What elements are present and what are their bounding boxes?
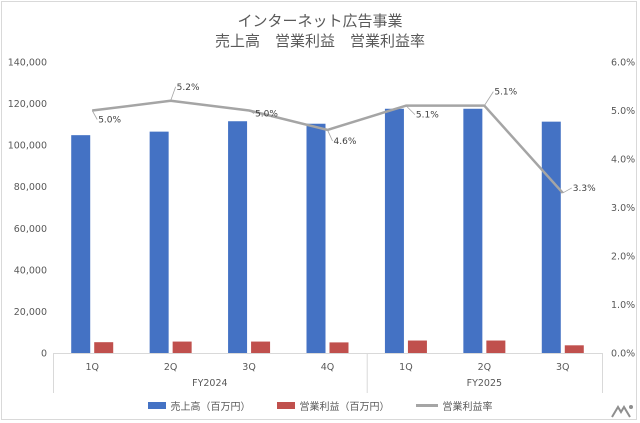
y-tick-label: 40,000 xyxy=(14,265,47,276)
y-tick-label: 0 xyxy=(41,349,47,360)
data-label-leader xyxy=(405,105,416,115)
data-label-leader xyxy=(484,91,494,106)
data-label-operating-margin: 5.2% xyxy=(177,83,200,93)
legend-swatch-operating-profit xyxy=(276,402,295,409)
bar-operating-profit xyxy=(564,345,584,353)
bar-revenue xyxy=(463,108,483,354)
legend-swatch-revenue xyxy=(147,402,166,409)
legend-label-revenue: 売上高（百万円） xyxy=(170,402,251,413)
bar-operating-profit xyxy=(172,341,192,353)
data-label-leader xyxy=(562,187,572,194)
bar-operating-profit xyxy=(251,341,271,353)
x-tick-label: 1Q xyxy=(399,362,413,373)
data-label-operating-margin: 5.1% xyxy=(416,111,439,121)
x-tick-label: 4Q xyxy=(321,362,335,373)
y-tick-label: 140,000 xyxy=(8,58,47,69)
legend-label-operating-profit: 営業利益（百万円） xyxy=(299,402,390,413)
bar-revenue xyxy=(149,131,169,353)
data-label-operating-margin: 5.1% xyxy=(494,88,517,98)
x-tick-label: 3Q xyxy=(242,362,256,373)
y-tick-label: 120,000 xyxy=(8,99,47,110)
chart-title: インターネット広告事業 xyxy=(237,12,403,30)
bar-operating-profit xyxy=(407,340,427,353)
x-tick-label: 2Q xyxy=(164,362,178,373)
data-label-operating-margin: 3.3% xyxy=(573,184,596,194)
data-label-leader xyxy=(91,110,98,120)
group-label: FY2024 xyxy=(192,378,227,389)
y2-tick-label: 4.0% xyxy=(611,155,635,166)
y2-tick-label: 0.0% xyxy=(611,349,635,360)
data-label-operating-margin: 5.0% xyxy=(98,116,121,126)
x-tick-label: 3Q xyxy=(556,362,570,373)
data-label-operating-margin: 4.6% xyxy=(334,137,357,147)
y2-tick-label: 6.0% xyxy=(611,58,635,69)
bar-operating-profit xyxy=(486,340,506,353)
bar-revenue xyxy=(228,121,248,353)
legend-item-operating-margin: 営業利益率 xyxy=(415,398,493,413)
legend-item-operating-profit: 営業利益（百万円） xyxy=(276,398,390,413)
legend-label-operating-margin: 営業利益率 xyxy=(442,402,493,413)
bar-operating-profit xyxy=(329,342,349,353)
data-label-operating-margin: 5.0% xyxy=(255,110,278,120)
bar-revenue xyxy=(71,135,91,353)
bar-operating-profit xyxy=(94,342,114,353)
bar-revenue xyxy=(306,123,326,353)
data-label-leader xyxy=(170,86,177,101)
y-tick-label: 100,000 xyxy=(8,141,47,152)
logo-icon xyxy=(611,405,633,418)
y-tick-label: 20,000 xyxy=(14,307,47,318)
data-label-leader xyxy=(248,110,255,114)
y2-tick-label: 3.0% xyxy=(611,203,635,214)
y-tick-label: 60,000 xyxy=(14,224,47,235)
y2-tick-label: 1.0% xyxy=(611,300,635,311)
legend: 売上高（百万円） 営業利益（百万円） 営業利益率 xyxy=(0,398,640,413)
y2-tick-label: 5.0% xyxy=(611,106,635,117)
x-tick-label: 2Q xyxy=(478,362,492,373)
y-tick-label: 80,000 xyxy=(14,182,47,193)
bar-revenue xyxy=(541,121,561,353)
bar-revenue xyxy=(384,108,404,354)
legend-item-revenue: 売上高（百万円） xyxy=(147,398,251,413)
group-label: FY2025 xyxy=(467,378,502,389)
chart-subtitle: 売上高 営業利益 営業利益率 xyxy=(214,32,425,50)
data-label-leader xyxy=(327,129,333,142)
x-tick-label: 1Q xyxy=(85,362,99,373)
legend-swatch-operating-margin xyxy=(415,404,438,407)
y2-tick-label: 2.0% xyxy=(611,252,635,263)
